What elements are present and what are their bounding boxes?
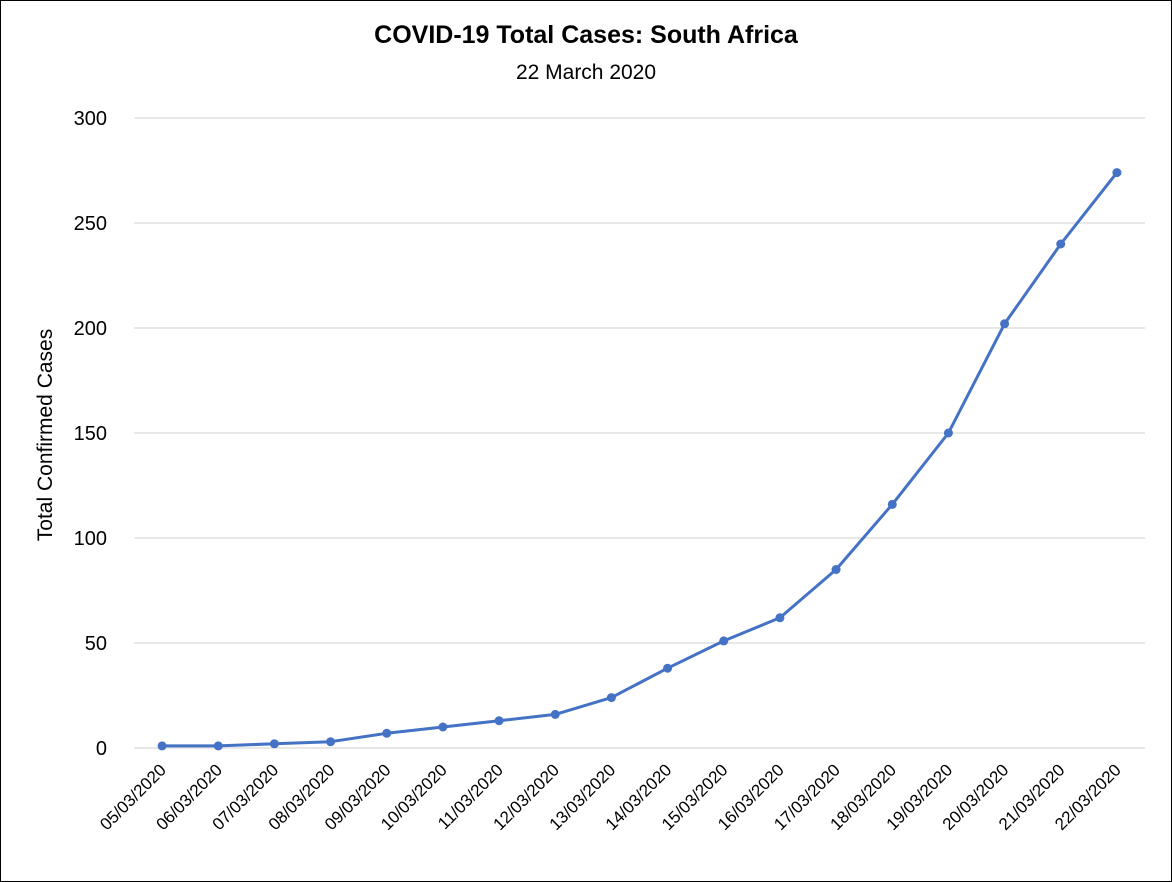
data-point <box>382 728 392 738</box>
y-axis-ticks: 0 50 100 150 200 250 300 <box>74 108 107 760</box>
chart-subtitle: 22 March 2020 <box>515 61 657 84</box>
data-point <box>606 693 616 703</box>
data-point <box>213 741 223 751</box>
data-point <box>1056 239 1066 249</box>
data-point <box>269 739 279 749</box>
data-point <box>663 663 673 673</box>
y-tick-label: 0 <box>96 738 107 760</box>
data-point <box>494 716 504 726</box>
y-tick-label: 200 <box>74 318 107 340</box>
data-point <box>775 613 785 623</box>
data-point <box>326 737 336 747</box>
grid-lines <box>134 117 1145 749</box>
data-point <box>719 636 729 646</box>
chart-title: COVID-19 Total Cases: South Africa <box>374 21 798 49</box>
series-line <box>162 171 1119 748</box>
y-tick-label: 100 <box>74 528 107 550</box>
y-tick-label: 250 <box>74 213 107 235</box>
y-tick-label: 50 <box>85 633 107 655</box>
data-point <box>831 565 841 574</box>
y-axis-label: Total Confirmed Cases <box>34 329 57 541</box>
y-tick-label: 300 <box>74 108 107 130</box>
x-axis-ticks: 05/03/202006/03/202007/03/202008/03/2020… <box>96 760 1124 834</box>
series-layer <box>157 168 1122 751</box>
y-tick-label: 150 <box>74 423 107 445</box>
data-point <box>157 741 167 751</box>
data-point <box>550 709 560 719</box>
data-point <box>438 722 448 732</box>
data-point <box>1000 319 1010 329</box>
data-point <box>943 428 953 438</box>
data-point <box>887 499 897 509</box>
data-point <box>1112 168 1122 178</box>
